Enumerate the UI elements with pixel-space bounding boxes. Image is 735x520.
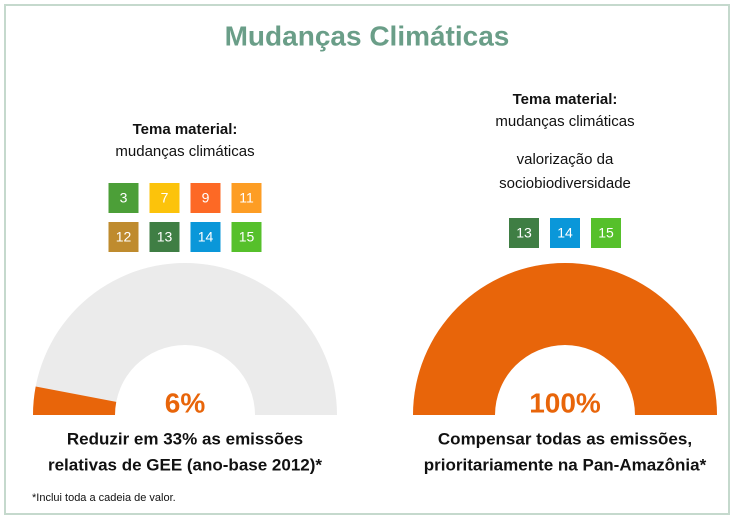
sdg-badge-label: 14 bbox=[557, 225, 573, 241]
gauge-track bbox=[33, 263, 337, 415]
theme-subheader: valorização da bbox=[517, 151, 614, 168]
goal-caption: prioritariamente na Pan-Amazônia* bbox=[424, 455, 707, 474]
sdg-badge-label: 14 bbox=[198, 229, 214, 245]
sdg-badge bbox=[190, 183, 221, 213]
sdg-badge-label: 15 bbox=[598, 225, 614, 241]
sdg-badge bbox=[509, 218, 539, 248]
sdg-badge-label: 11 bbox=[239, 190, 254, 206]
sdg-badge bbox=[190, 222, 221, 252]
sdg-badge bbox=[108, 183, 139, 213]
theme-header: Tema material: bbox=[513, 91, 618, 108]
sdg-badge-label: 3 bbox=[120, 190, 128, 206]
sdg-badge-label: 13 bbox=[157, 229, 173, 245]
title: Mudanças Climáticas bbox=[225, 20, 510, 51]
sdg-badge-label: 13 bbox=[516, 225, 532, 241]
sdg-badge bbox=[550, 218, 580, 248]
sdg-badge bbox=[231, 222, 262, 252]
goal-caption: Reduzir em 33% as emissões bbox=[67, 429, 303, 448]
footnote: *Inclui toda a cadeia de valor. bbox=[32, 492, 176, 504]
sdg-badge-label: 9 bbox=[202, 190, 210, 206]
panel-border bbox=[4, 4, 730, 515]
sdg-badge bbox=[108, 222, 139, 252]
theme-header: Tema material: bbox=[133, 121, 238, 138]
gauge-value bbox=[413, 263, 717, 415]
sdg-badge-label: 12 bbox=[116, 229, 132, 245]
gauge-value bbox=[33, 386, 117, 415]
sdg-badge bbox=[591, 218, 621, 248]
theme-subheader: mudanças climáticas bbox=[495, 113, 634, 130]
theme-subheader: mudanças climáticas bbox=[115, 143, 254, 160]
gauge-value-label: 100% bbox=[529, 387, 601, 418]
sdg-badge-label: 15 bbox=[239, 229, 255, 245]
goal-caption: Compensar todas as emissões, bbox=[438, 429, 692, 448]
sdg-badge-label: 7 bbox=[161, 190, 169, 206]
theme-subheader: sociobiodiversidade bbox=[499, 175, 631, 192]
sdg-badge bbox=[231, 183, 262, 213]
goal-caption: relativas de GEE (ano-base 2012)* bbox=[48, 455, 322, 474]
sdg-badge bbox=[149, 222, 180, 252]
sdg-badge bbox=[149, 183, 180, 213]
gauge-value-label: 6% bbox=[165, 387, 206, 418]
